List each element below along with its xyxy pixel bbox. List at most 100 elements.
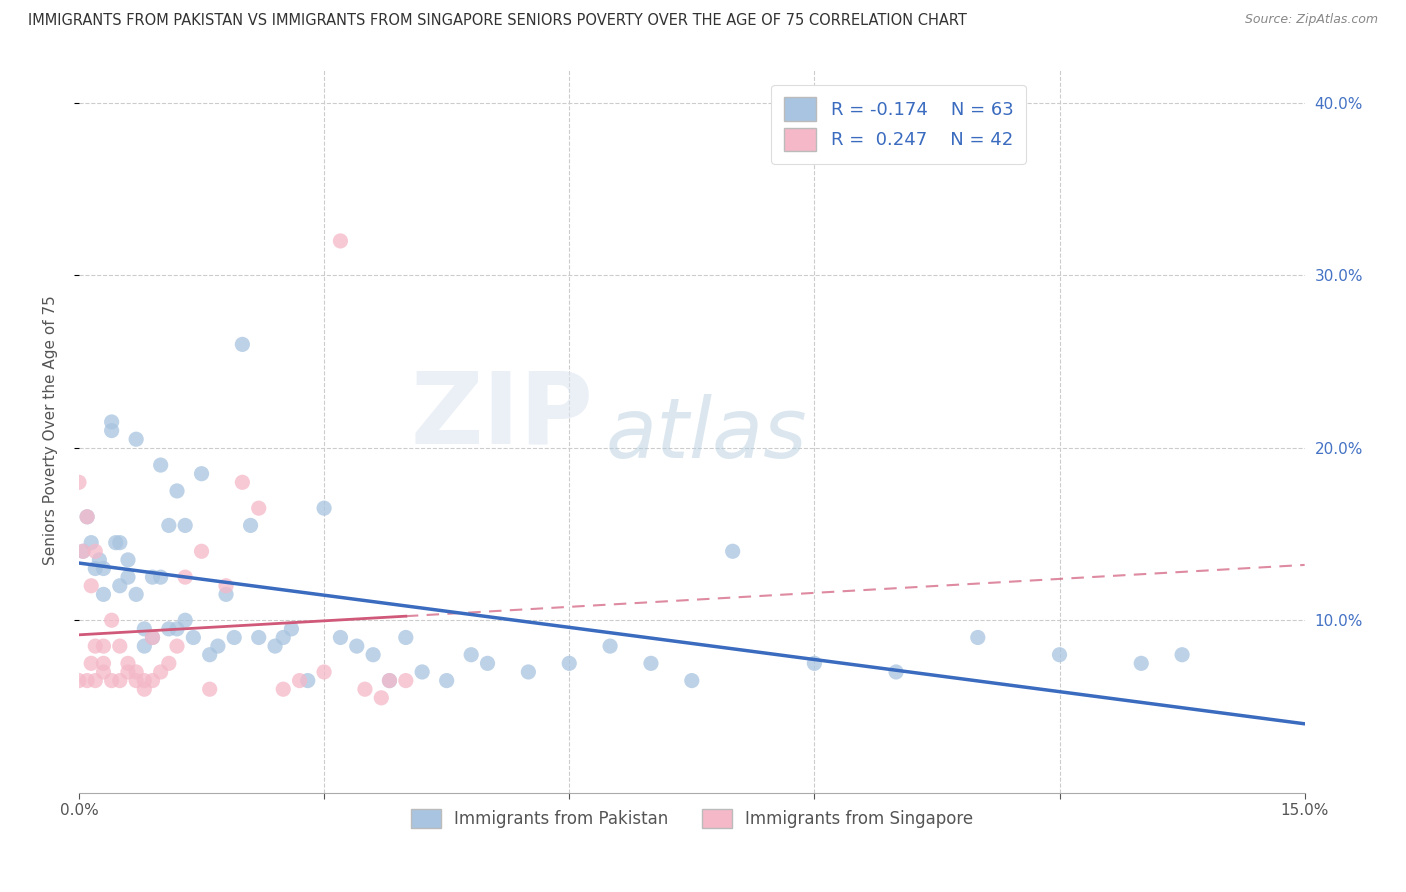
- Point: [108, 579, 131, 593]
- Point: [157, 518, 180, 533]
- Point: [966, 631, 988, 645]
- Point: [141, 631, 163, 645]
- Point: [640, 657, 662, 671]
- Point: [329, 631, 352, 645]
- Text: Source: ZipAtlas.com: Source: ZipAtlas.com: [1244, 13, 1378, 27]
- Point: [329, 234, 352, 248]
- Point: [280, 622, 302, 636]
- Y-axis label: Seniors Poverty Over the Age of 75: Seniors Poverty Over the Age of 75: [44, 296, 58, 566]
- Point: [239, 518, 262, 533]
- Point: [247, 631, 270, 645]
- Point: [117, 553, 139, 567]
- Point: [395, 631, 418, 645]
- Point: [207, 639, 229, 653]
- Point: [89, 553, 111, 567]
- Legend: Immigrants from Pakistan, Immigrants from Singapore: Immigrants from Pakistan, Immigrants fro…: [404, 803, 980, 835]
- Point: [231, 337, 253, 351]
- Point: [72, 544, 94, 558]
- Point: [477, 657, 499, 671]
- Point: [141, 673, 163, 688]
- Point: [247, 501, 270, 516]
- Point: [460, 648, 482, 662]
- Point: [231, 475, 253, 490]
- Point: [224, 631, 246, 645]
- Point: [297, 673, 319, 688]
- Point: [271, 682, 294, 697]
- Point: [190, 544, 212, 558]
- Point: [803, 657, 825, 671]
- Point: [174, 613, 197, 627]
- Point: [125, 665, 148, 679]
- Point: [72, 544, 94, 558]
- Point: [80, 579, 103, 593]
- Point: [599, 639, 621, 653]
- Point: [93, 587, 115, 601]
- Point: [215, 579, 238, 593]
- Point: [1171, 648, 1194, 662]
- Point: [100, 613, 122, 627]
- Point: [721, 544, 744, 558]
- Point: [117, 570, 139, 584]
- Point: [149, 458, 172, 472]
- Point: [93, 561, 115, 575]
- Point: [174, 570, 197, 584]
- Point: [125, 432, 148, 446]
- Point: [1130, 657, 1153, 671]
- Point: [125, 587, 148, 601]
- Text: ZIP: ZIP: [411, 368, 593, 465]
- Point: [395, 673, 418, 688]
- Point: [84, 561, 107, 575]
- Point: [174, 518, 197, 533]
- Point: [76, 509, 98, 524]
- Point: [84, 639, 107, 653]
- Point: [67, 475, 90, 490]
- Point: [436, 673, 458, 688]
- Point: [183, 631, 205, 645]
- Point: [378, 673, 401, 688]
- Point: [117, 657, 139, 671]
- Point: [157, 622, 180, 636]
- Point: [76, 673, 98, 688]
- Point: [149, 665, 172, 679]
- Point: [198, 682, 221, 697]
- Text: IMMIGRANTS FROM PAKISTAN VS IMMIGRANTS FROM SINGAPORE SENIORS POVERTY OVER THE A: IMMIGRANTS FROM PAKISTAN VS IMMIGRANTS F…: [28, 13, 967, 29]
- Point: [84, 673, 107, 688]
- Point: [198, 648, 221, 662]
- Text: atlas: atlas: [606, 393, 807, 475]
- Point: [354, 682, 377, 697]
- Point: [108, 535, 131, 549]
- Point: [166, 622, 188, 636]
- Point: [93, 657, 115, 671]
- Point: [190, 467, 212, 481]
- Point: [1049, 648, 1071, 662]
- Point: [884, 665, 907, 679]
- Point: [288, 673, 311, 688]
- Point: [125, 673, 148, 688]
- Point: [93, 639, 115, 653]
- Point: [264, 639, 287, 653]
- Point: [149, 570, 172, 584]
- Point: [141, 631, 163, 645]
- Point: [84, 544, 107, 558]
- Point: [67, 673, 90, 688]
- Point: [100, 673, 122, 688]
- Point: [134, 673, 156, 688]
- Point: [134, 682, 156, 697]
- Point: [108, 673, 131, 688]
- Point: [157, 657, 180, 671]
- Point: [76, 509, 98, 524]
- Point: [361, 648, 384, 662]
- Point: [370, 690, 392, 705]
- Point: [166, 483, 188, 498]
- Point: [117, 665, 139, 679]
- Point: [108, 639, 131, 653]
- Point: [141, 570, 163, 584]
- Point: [314, 501, 336, 516]
- Point: [346, 639, 368, 653]
- Point: [166, 639, 188, 653]
- Point: [271, 631, 294, 645]
- Point: [314, 665, 336, 679]
- Point: [517, 665, 540, 679]
- Point: [681, 673, 703, 688]
- Point: [215, 587, 238, 601]
